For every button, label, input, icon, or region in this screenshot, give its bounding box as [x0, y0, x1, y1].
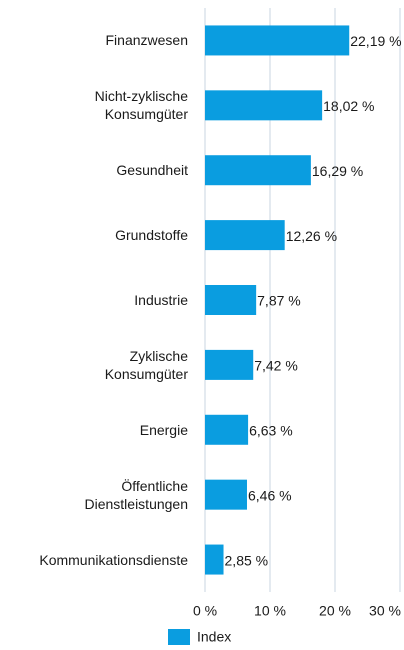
y-tick-label: Grundstoffe [115, 227, 188, 244]
value-label: 18,02 % [323, 98, 374, 114]
bar [205, 220, 285, 251]
y-tick-label: Gesundheit [116, 162, 188, 179]
x-tick-label: 0 % [193, 603, 217, 619]
bar [205, 544, 224, 575]
value-label: 7,42 % [254, 358, 298, 374]
y-tick-label: Energie [139, 421, 188, 438]
bar [205, 479, 247, 510]
y-tick-label: Öffentliche Dienstleistungen [84, 477, 188, 512]
y-tick-label: Nicht-zyklische Konsumgüter [94, 88, 188, 123]
y-tick-label: Kommunikationsdienste [39, 551, 188, 568]
value-label: 2,85 % [225, 552, 269, 568]
bar [205, 414, 249, 445]
x-tick-label: 10 % [254, 603, 286, 619]
bar [205, 285, 257, 315]
y-tick-label: Industrie [134, 292, 188, 308]
y-tick-label: Zyklische Konsumgüter [104, 347, 188, 382]
bar [205, 349, 254, 380]
y-tick-label: Finanzwesen [105, 32, 189, 49]
bar [205, 155, 311, 186]
legend-swatch [168, 629, 190, 645]
legend-label: Index [197, 629, 231, 645]
x-tick-label: 20 % [319, 603, 351, 619]
value-label: 12,26 % [286, 228, 337, 244]
value-label: 16,29 % [312, 163, 363, 179]
bar [205, 90, 323, 121]
x-tick-label: 30 % [369, 603, 401, 619]
bar [205, 25, 350, 56]
value-label: 22,19 % [350, 33, 401, 49]
value-label: 6,63 % [249, 422, 293, 438]
value-label: 7,87 % [257, 293, 301, 309]
value-label: 6,46 % [248, 487, 292, 503]
